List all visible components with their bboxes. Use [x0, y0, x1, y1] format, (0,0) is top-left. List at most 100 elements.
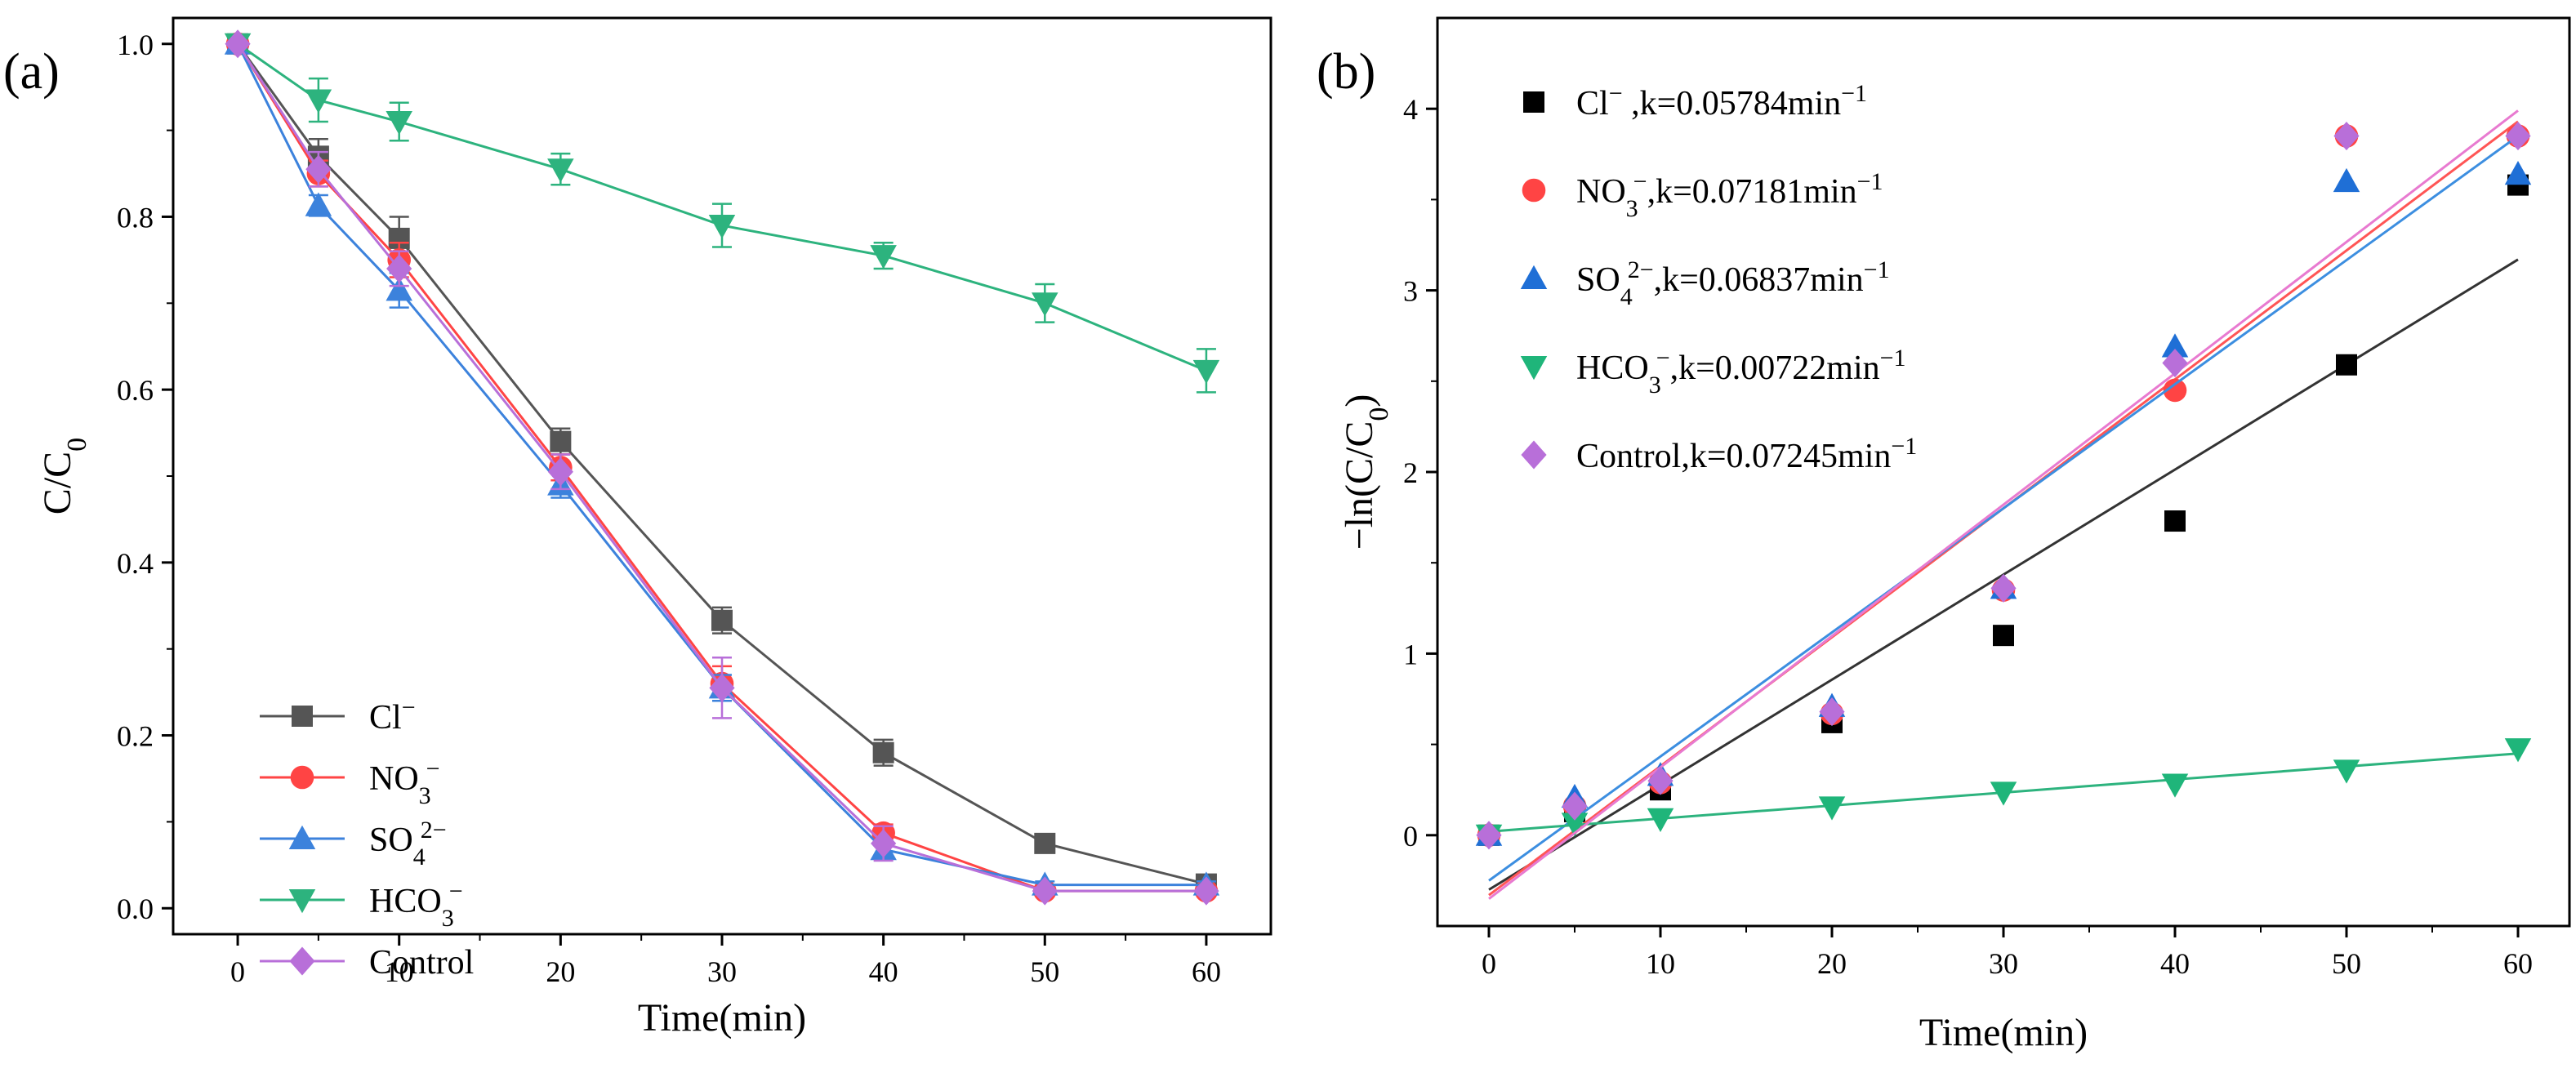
series-control — [1476, 109, 2531, 900]
data-point — [2163, 378, 2187, 403]
series-line — [236, 42, 1206, 893]
legend-label: Control,k=0.07245min−1 — [1576, 433, 1917, 476]
data-point — [870, 245, 897, 269]
data-point — [1990, 781, 2017, 806]
legend: Cl− NO3− SO42− HCO3− Control — [260, 694, 474, 982]
panel-label: (b) — [1317, 44, 1375, 100]
data-point — [1476, 821, 1502, 850]
data-point — [1990, 573, 2017, 603]
series-control — [225, 29, 1219, 906]
y-tick-label: 2 — [1403, 456, 1418, 489]
data-point — [305, 192, 332, 216]
data-point — [2333, 122, 2360, 151]
legend-marker — [292, 706, 313, 727]
x-tick-label: 10 — [385, 955, 414, 988]
data-point — [1032, 876, 1058, 906]
legend-label: SO42−,k=0.06837min−1 — [1576, 256, 1890, 310]
data-point — [2161, 773, 2189, 798]
series-line — [236, 43, 1206, 887]
data-point — [547, 158, 574, 183]
data-point — [2504, 738, 2532, 763]
data-point — [1562, 791, 1588, 821]
x-tick-label: 30 — [707, 955, 737, 988]
series-line — [236, 42, 1207, 886]
data-point — [386, 277, 412, 301]
y-axis-title: C/C0 — [36, 438, 92, 514]
x-tick-label: 0 — [230, 955, 245, 988]
data-point — [2333, 167, 2360, 193]
data-point — [2504, 161, 2532, 185]
legend-marker — [1522, 178, 1546, 203]
data-point — [709, 673, 735, 702]
legend: Cl− ,k=0.05784min−1 NO3−,k=0.07181min−1 SO… — [1520, 80, 1917, 476]
x-tick-label: 10 — [1646, 947, 1675, 980]
x-tick-label: 50 — [2332, 947, 2361, 980]
y-tick-label: 4 — [1403, 93, 1418, 126]
legend-label: Cl− ,k=0.05784min−1 — [1576, 80, 1867, 123]
y-tick-label: 1 — [1403, 638, 1418, 670]
data-point — [547, 457, 573, 487]
data-point — [1647, 766, 1674, 795]
data-point — [2162, 349, 2188, 378]
data-point — [550, 430, 572, 452]
series-so — [1475, 135, 2532, 882]
data-point — [305, 154, 332, 184]
x-axis-title: Time(min) — [638, 996, 806, 1040]
series-hco — [224, 33, 1220, 394]
fit-line — [1488, 135, 2519, 882]
legend-label: Control — [369, 944, 474, 982]
legend-label: SO42− — [369, 817, 447, 870]
data-point — [2336, 354, 2357, 376]
x-tick-label: 40 — [2160, 947, 2190, 980]
panel-b: 0 10 20 30 40 50 60 0 1 2 3 4 Time(min) −ln(C/C0) (b) C… — [1317, 16, 2571, 1054]
y-tick-label: 0.4 — [117, 547, 154, 580]
data-point — [871, 829, 897, 858]
series-hco — [1475, 738, 2532, 849]
data-point — [1032, 292, 1058, 317]
data-point — [711, 609, 733, 631]
data-point — [1192, 359, 1220, 385]
plot-frame — [172, 16, 1272, 936]
legend-label: NO3−,k=0.07181min−1 — [1576, 168, 1883, 222]
legend-marker — [1520, 265, 1548, 289]
legend-marker — [289, 946, 315, 976]
data-point — [1034, 832, 1056, 854]
data-point — [225, 29, 251, 59]
data-point — [386, 111, 412, 136]
data-point — [2505, 122, 2531, 151]
data-point — [1818, 796, 1846, 821]
legend-marker — [288, 889, 316, 914]
panel-a: 0 10 20 30 40 50 60 0.0 0.2 0.4 0.6 0.8 1.0 Time(min)… — [3, 16, 1272, 1040]
x-tick-label: 30 — [1989, 947, 2018, 980]
data-point — [1647, 808, 1674, 833]
panel-label: (a) — [3, 44, 60, 100]
legend-label: Cl− — [369, 694, 416, 737]
x-tick-label: 60 — [1192, 955, 1221, 988]
data-point — [2161, 333, 2189, 358]
y-tick-label: 1.0 — [117, 29, 154, 61]
series-line — [236, 42, 1206, 893]
x-tick-label: 20 — [546, 955, 575, 988]
y-tick-label: 0.0 — [117, 893, 154, 925]
y-tick-label: 0.8 — [117, 201, 154, 234]
legend-marker — [1521, 440, 1547, 470]
y-tick-label: 0 — [1403, 820, 1418, 853]
data-point — [2164, 510, 2186, 532]
data-point — [872, 741, 894, 764]
data-point — [708, 215, 736, 239]
fit-line — [1488, 109, 2519, 900]
legend-marker — [1520, 356, 1548, 381]
data-point — [1193, 876, 1219, 906]
y-tick-label: 0.6 — [117, 374, 154, 407]
y-tick-label: 0.2 — [117, 720, 154, 753]
legend-marker — [290, 765, 314, 790]
y-tick-label: 3 — [1403, 275, 1418, 308]
x-tick-label: 50 — [1030, 955, 1059, 988]
data-point — [1561, 813, 1589, 837]
series-line — [237, 42, 1207, 372]
legend-marker — [288, 825, 316, 849]
data-point — [386, 254, 412, 283]
x-tick-label: 40 — [869, 955, 898, 988]
y-axis-title: −ln(C/C0) — [1338, 394, 1394, 550]
